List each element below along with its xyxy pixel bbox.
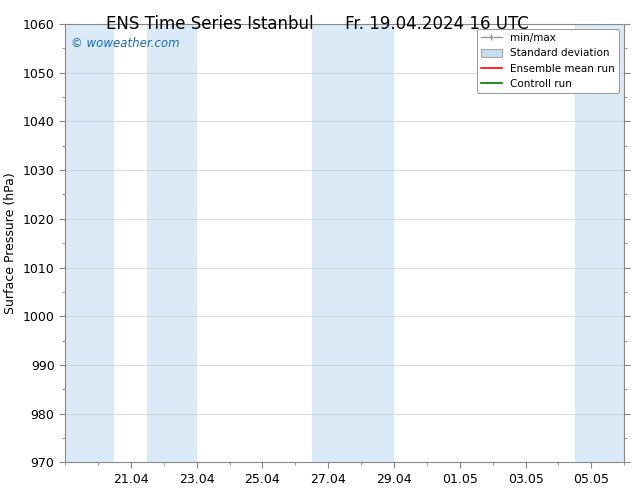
Bar [312, 24, 345, 463]
Bar [65, 24, 114, 463]
Legend: min/max, Standard deviation, Ensemble mean run, Controll run: min/max, Standard deviation, Ensemble me… [477, 29, 619, 93]
Bar [147, 24, 197, 463]
Text: ENS Time Series Istanbul      Fr. 19.04.2024 16 UTC: ENS Time Series Istanbul Fr. 19.04.2024 … [106, 15, 528, 33]
Text: © woweather.com: © woweather.com [70, 37, 179, 50]
Bar [575, 24, 624, 463]
Bar [345, 24, 394, 463]
Y-axis label: Surface Pressure (hPa): Surface Pressure (hPa) [4, 172, 17, 314]
